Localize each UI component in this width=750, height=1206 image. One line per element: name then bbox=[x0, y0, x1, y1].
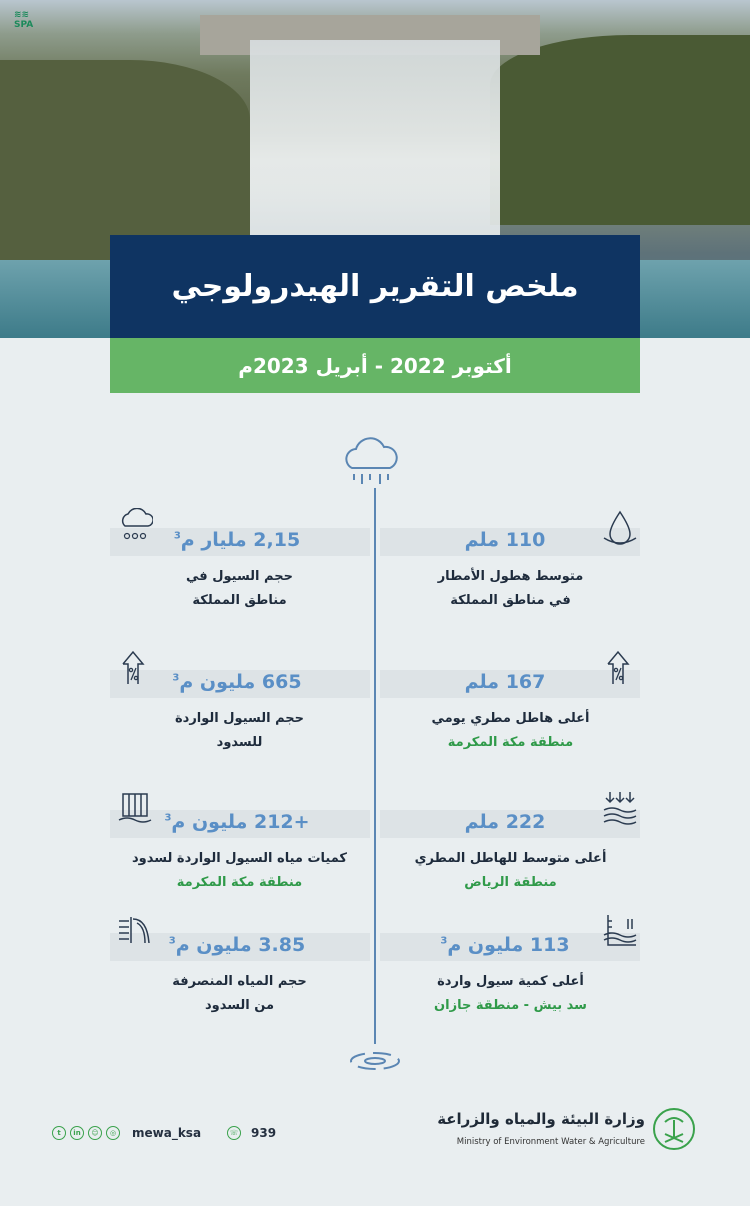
stat-band bbox=[380, 528, 640, 556]
water-drop-icon bbox=[603, 510, 637, 545]
spa-logo: ≋≋ SPA bbox=[14, 10, 34, 30]
stat-value: 2,15 مليار م3 bbox=[173, 529, 301, 551]
stat-label: أعلى هاطل مطري يومي منطقة مكة المكرمة bbox=[388, 707, 633, 755]
stat-label: كميات مياه السيول الواردة لسدود منطقة مكة… bbox=[117, 847, 362, 895]
phone-icon: ☏ bbox=[227, 1126, 242, 1140]
stat-label: أعلى كمية سيول واردة سد بيش - منطقة جازان bbox=[388, 970, 633, 1018]
ministry-emblem bbox=[653, 1108, 695, 1150]
period-text: أكتوبر 2022 - أبريل 2023م bbox=[238, 353, 512, 378]
stat-label: حجم المياه المنصرفة من السدود bbox=[172, 974, 307, 1013]
stat-band bbox=[380, 810, 640, 838]
stat-value: 3.85 مليون م3 bbox=[168, 934, 306, 956]
ministry-name-ar: وزارة البيئة والمياه والزراعة bbox=[437, 1110, 645, 1128]
phone-number: 939 bbox=[251, 1126, 277, 1140]
rain-cloud-icon bbox=[121, 508, 153, 540]
rain-cloud-icon bbox=[345, 437, 398, 484]
stat-value: 665 مليون م3 bbox=[172, 671, 302, 693]
stat-value: +212 مليون م3 bbox=[164, 811, 310, 833]
stat-value: 167 ملم bbox=[464, 671, 546, 693]
rain-waves-icon bbox=[603, 792, 637, 825]
stat-band bbox=[380, 670, 640, 698]
stat-band bbox=[380, 933, 640, 961]
percent-arrow-up-icon bbox=[122, 650, 145, 684]
stat-band bbox=[110, 670, 370, 698]
stat-value: 110 ملم bbox=[464, 529, 546, 551]
stat-value: 222 ملم bbox=[464, 811, 546, 833]
title-text: ملخص التقرير الهيدرولوجي bbox=[171, 269, 579, 304]
snapchat-icon[interactable]: ☺ bbox=[88, 1126, 102, 1140]
stat-value: 113 مليون م3 bbox=[440, 934, 570, 956]
percent-arrow-up-icon bbox=[607, 650, 630, 684]
instagram-icon[interactable]: ◎ bbox=[106, 1126, 120, 1140]
stat-region: منطقة مكة المكرمة bbox=[176, 875, 303, 890]
linkedin-icon[interactable]: in bbox=[70, 1126, 84, 1140]
stat-label: حجم السيول الواردة للسدود bbox=[174, 711, 305, 750]
period-banner: أكتوبر 2022 - أبريل 2023م bbox=[110, 338, 640, 393]
stat-region: منطقة مكة المكرمة bbox=[447, 735, 574, 750]
stat-label: أعلى متوسط للهاطل المطري منطقة الرياض bbox=[388, 847, 633, 895]
stat-band bbox=[110, 528, 370, 556]
water-level-gauge-icon bbox=[603, 915, 637, 946]
ministry-name-en: Ministry of Environment Water & Agricult… bbox=[456, 1137, 645, 1147]
page-title: ملخص التقرير الهيدرولوجي bbox=[110, 235, 640, 338]
twitter-icon[interactable]: t bbox=[52, 1126, 66, 1140]
dam-spillway-icon bbox=[119, 917, 150, 944]
stat-region: منطقة الرياض bbox=[464, 875, 557, 890]
social-links: t in ☺ ◎ mewa_ksa ☏ 939 bbox=[52, 1126, 276, 1140]
stat-label: متوسط هطول الأمطار في مناطق المملكة bbox=[437, 569, 584, 608]
dam-gates-icon bbox=[118, 793, 152, 823]
social-handle[interactable]: mewa_ksa bbox=[132, 1126, 202, 1140]
timeline-line bbox=[374, 488, 376, 1044]
stat-band bbox=[110, 933, 370, 961]
water-ripple-icon bbox=[350, 1052, 400, 1070]
stat-band bbox=[110, 810, 370, 838]
stat-label: حجم السيول في مناطق المملكة bbox=[186, 569, 293, 608]
stat-region: سد بيش - منطقة جازان bbox=[434, 998, 587, 1013]
